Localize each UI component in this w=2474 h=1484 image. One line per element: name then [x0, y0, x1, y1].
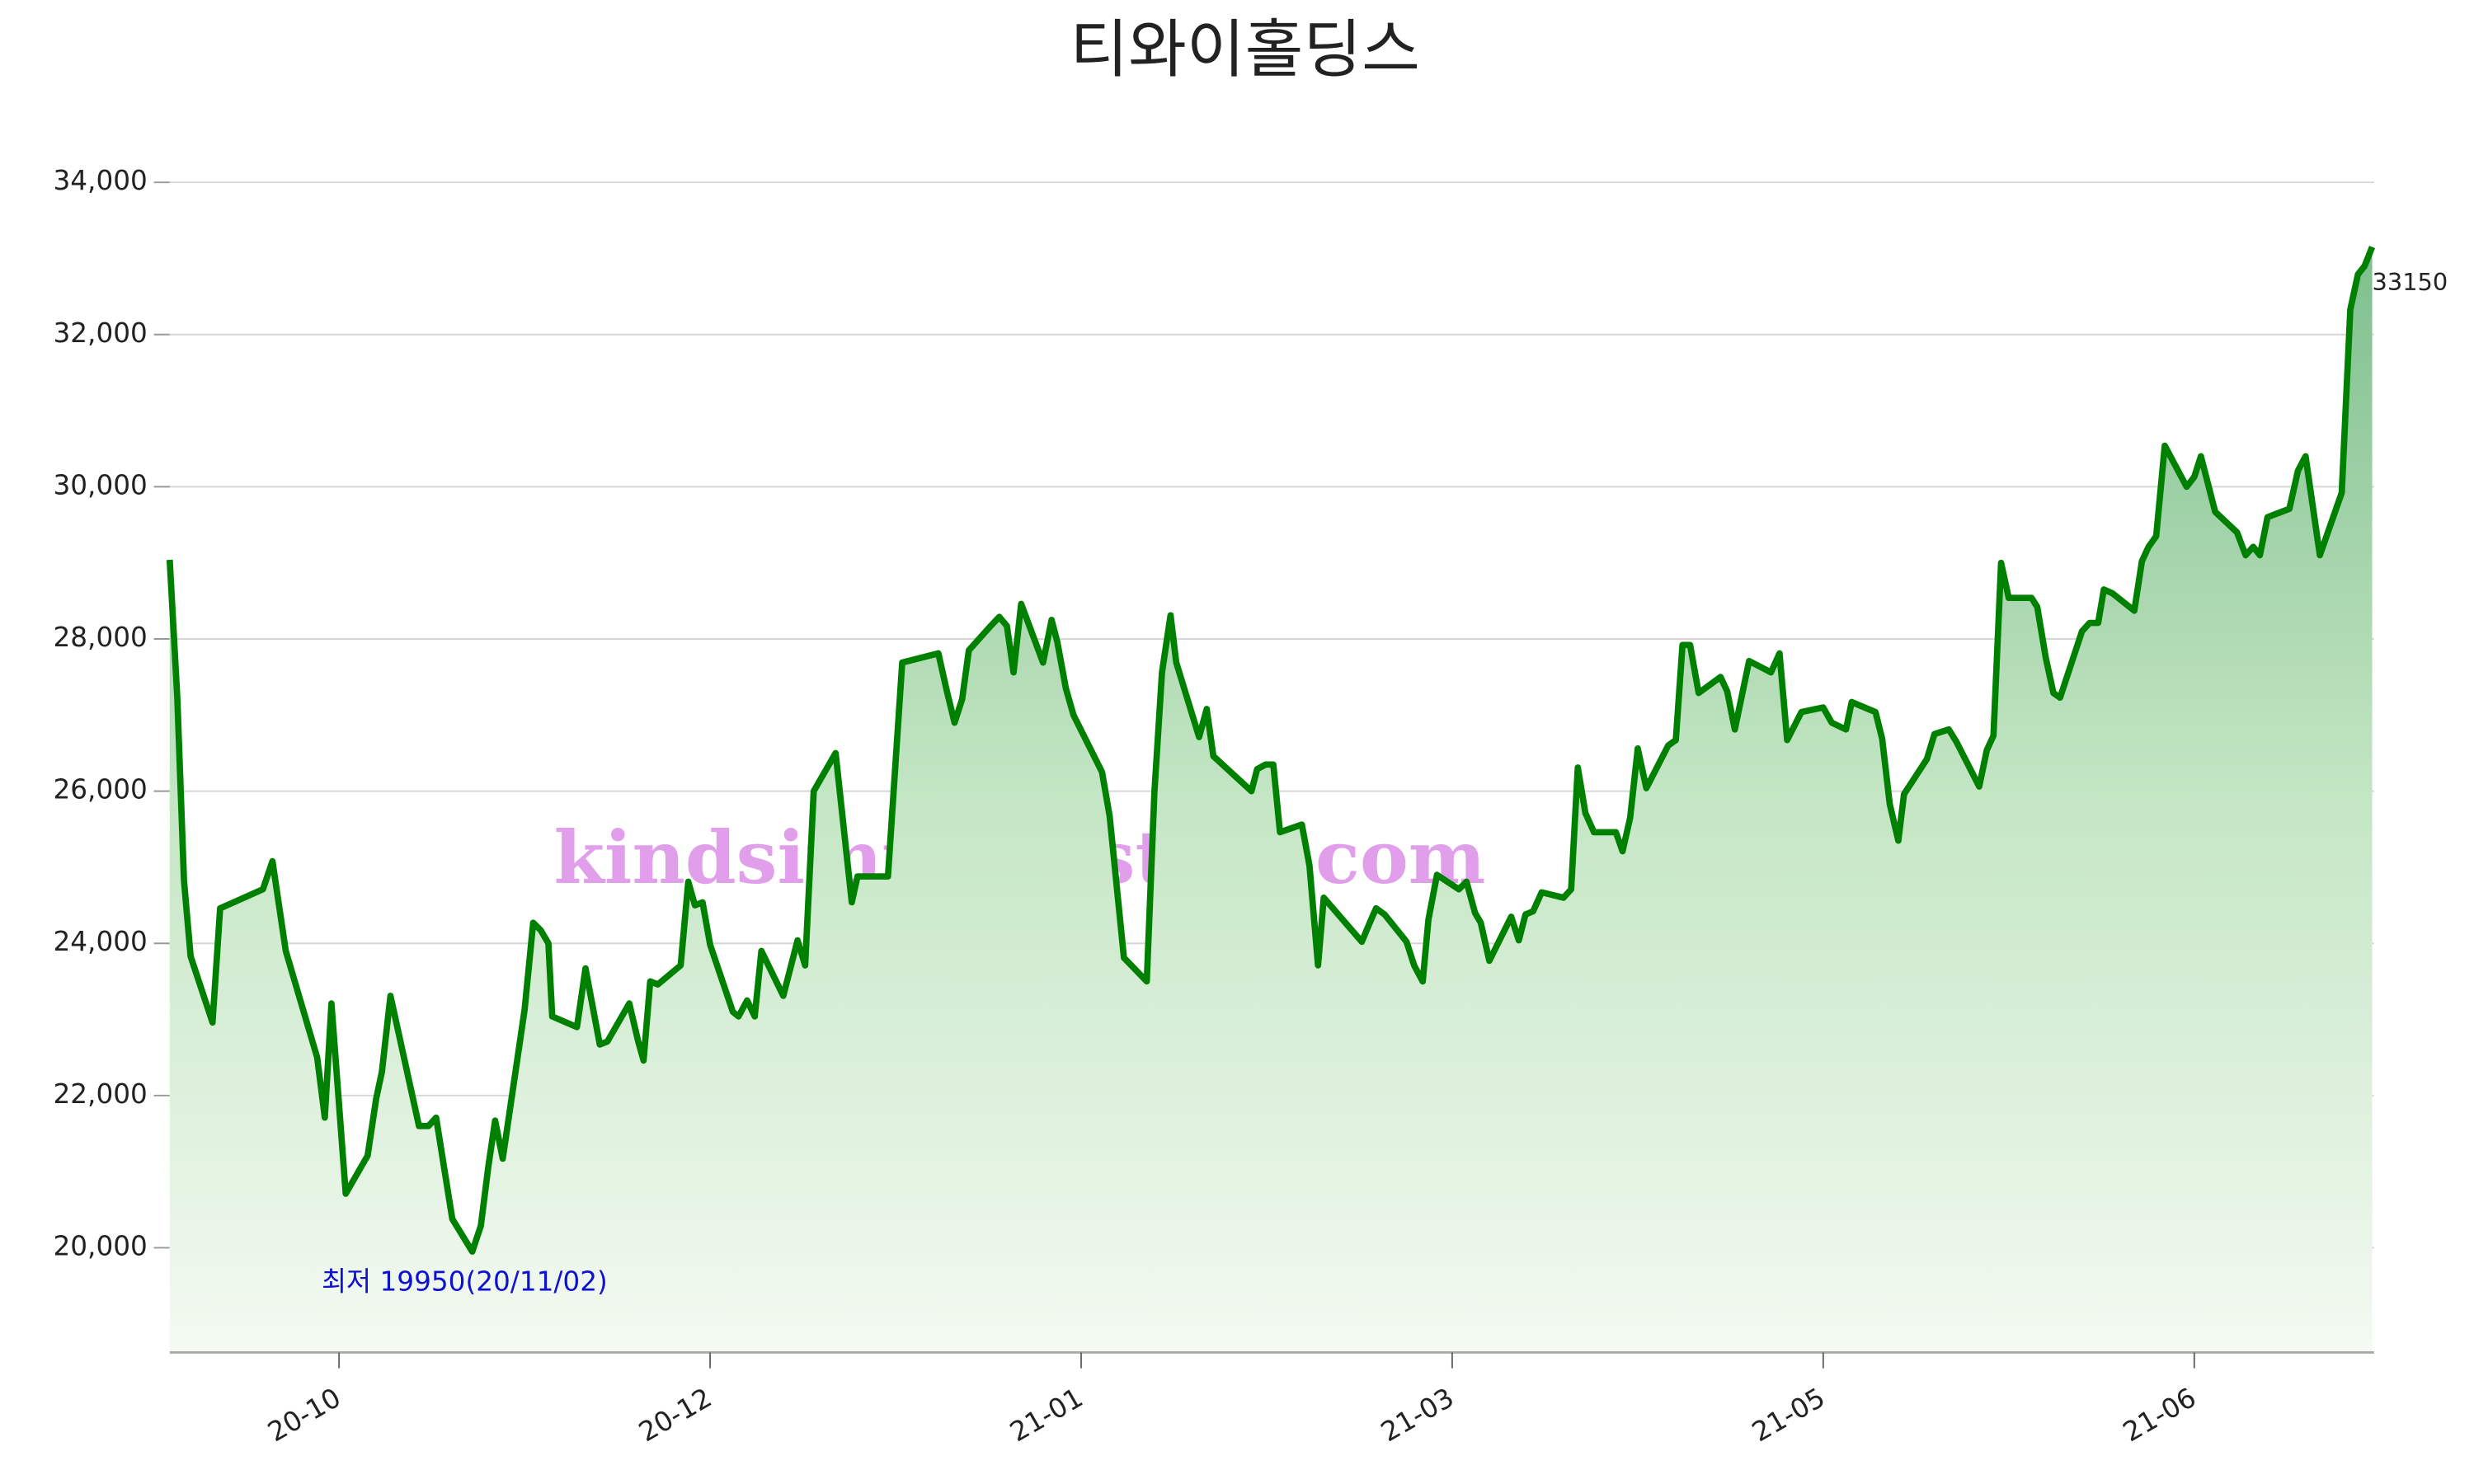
chart-title: 티와이홀딩스	[1070, 13, 1420, 87]
x-tick-label: 21-01	[1004, 1382, 1088, 1448]
y-tick-label: 20,000	[53, 1230, 147, 1261]
x-tick-label: 21-06	[2118, 1382, 2201, 1448]
x-tick-label: 21-03	[1376, 1382, 1459, 1448]
x-tick-label: 21-05	[1747, 1382, 1830, 1448]
x-tick-label: 20-10	[262, 1382, 346, 1448]
last-annotation: 33150	[2373, 268, 2448, 296]
y-tick-label: 24,000	[53, 926, 147, 957]
y-tick-label: 30,000	[53, 469, 147, 500]
y-tick-label: 26,000	[53, 774, 147, 805]
low-annotation: 최저 19950(20/11/02)	[322, 1266, 608, 1298]
y-tick-label: 22,000	[53, 1078, 147, 1110]
x-tick-label: 20-12	[633, 1382, 717, 1448]
y-tick-label: 34,000	[53, 165, 147, 196]
price-line	[166, 246, 2376, 1255]
y-tick-label: 28,000	[53, 622, 147, 653]
area-fill	[169, 247, 2373, 1353]
y-tick-label: 32,000	[53, 317, 147, 349]
